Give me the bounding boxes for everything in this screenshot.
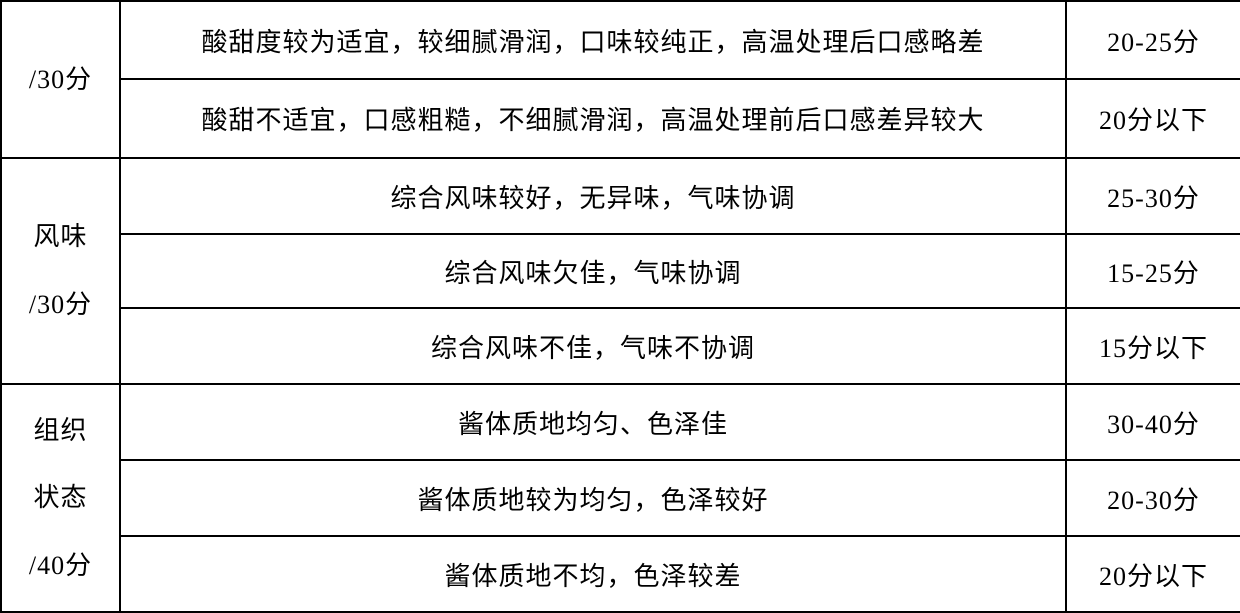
description-text: 酸甜度较为适宜，较细腻滑润，口味较纯正，高温处理后口感略差 [201,28,984,57]
description-cell: 酱体质地不均，色泽较差 [120,536,1066,612]
score-cell: 20分以下 [1066,79,1240,158]
score-cell: 20-30分 [1066,460,1240,536]
score-cell: 20分以下 [1066,536,1240,612]
score-text: 30-40分 [1107,410,1200,439]
table-row: 综合风味欠佳，气味协调 15-25分 [1,234,1240,308]
score-text: 20-30分 [1107,486,1200,515]
score-text: 20-25分 [1107,28,1200,57]
category-cell: 组织 状态 /40分 [1,384,120,612]
score-cell: 15分以下 [1066,308,1240,384]
score-text: 20分以下 [1099,106,1208,135]
category-label: 组织 状态 /40分 [29,416,92,580]
description-text: 酱体质地不均，色泽较差 [444,562,741,591]
description-text: 综合风味欠佳，气味协调 [444,259,741,288]
table-row: 酸甜不适宜，口感粗糙，不细腻滑润，高温处理前后口感差异较大 20分以下 [1,79,1240,158]
table-row: 综合风味不佳，气味不协调 15分以下 [1,308,1240,384]
description-text: 酱体质地均匀、色泽佳 [458,410,728,439]
table-row: /30分 酸甜度较为适宜，较细腻滑润，口味较纯正，高温处理后口感略差 20-25… [1,1,1240,79]
score-text: 15分以下 [1099,334,1208,363]
score-cell: 20-25分 [1066,1,1240,79]
score-text: 25-30分 [1107,184,1200,213]
description-cell: 酱体质地均匀、色泽佳 [120,384,1066,460]
description-cell: 综合风味不佳，气味不协调 [120,308,1066,384]
category-cell: /30分 [1,1,120,158]
description-cell: 酸甜度较为适宜，较细腻滑润，口味较纯正，高温处理后口感略差 [120,1,1066,79]
score-cell: 25-30分 [1066,158,1240,234]
score-cell: 30-40分 [1066,384,1240,460]
description-cell: 综合风味较好，无异味，气味协调 [120,158,1066,234]
table-row: 酱体质地较为均匀，色泽较好 20-30分 [1,460,1240,536]
description-text: 综合风味不佳，气味不协调 [431,334,755,363]
table-row: 组织 状态 /40分 酱体质地均匀、色泽佳 30-40分 [1,384,1240,460]
table-row: 风味 /30分 综合风味较好，无异味，气味协调 25-30分 [1,158,1240,234]
score-text: 20分以下 [1099,562,1208,591]
score-text: 15-25分 [1107,259,1200,288]
scoring-table: /30分 酸甜度较为适宜，较细腻滑润，口味较纯正，高温处理后口感略差 20-25… [0,0,1240,613]
category-cell: 风味 /30分 [1,158,120,384]
table-row: 酱体质地不均，色泽较差 20分以下 [1,536,1240,612]
scoring-table-container: /30分 酸甜度较为适宜，较细腻滑润，口味较纯正，高温处理后口感略差 20-25… [0,0,1240,611]
category-label: /30分 [29,65,92,94]
category-label: 风味 /30分 [29,222,92,319]
score-cell: 15-25分 [1066,234,1240,308]
description-cell: 综合风味欠佳，气味协调 [120,234,1066,308]
description-text: 综合风味较好，无异味，气味协调 [390,184,795,213]
description-cell: 酱体质地较为均匀，色泽较好 [120,460,1066,536]
description-text: 酸甜不适宜，口感粗糙，不细腻滑润，高温处理前后口感差异较大 [201,106,984,135]
description-text: 酱体质地较为均匀，色泽较好 [417,486,768,515]
description-cell: 酸甜不适宜，口感粗糙，不细腻滑润，高温处理前后口感差异较大 [120,79,1066,158]
